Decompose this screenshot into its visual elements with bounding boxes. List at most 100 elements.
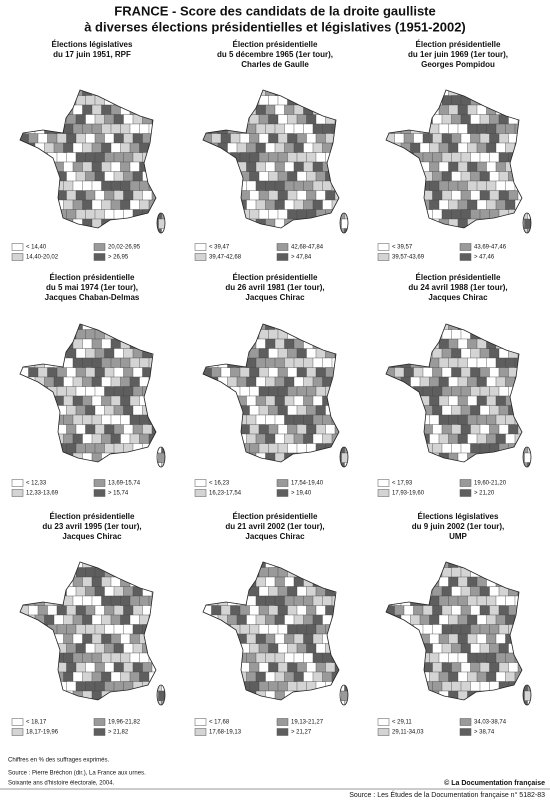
department bbox=[268, 348, 279, 359]
department bbox=[104, 133, 115, 144]
department bbox=[120, 161, 131, 172]
map-title: Charles de Gaulle bbox=[241, 60, 309, 69]
department bbox=[448, 614, 459, 625]
department bbox=[113, 681, 124, 692]
department bbox=[489, 586, 500, 597]
department bbox=[441, 643, 452, 654]
department bbox=[448, 576, 459, 587]
department bbox=[429, 161, 440, 172]
department bbox=[258, 171, 269, 182]
legend-label: > 21,27 bbox=[291, 730, 312, 736]
department bbox=[268, 567, 279, 578]
department bbox=[403, 367, 414, 378]
department bbox=[441, 605, 452, 616]
department bbox=[120, 199, 131, 210]
legend-label: < 14,40 bbox=[26, 245, 47, 251]
department bbox=[498, 662, 509, 673]
department bbox=[268, 329, 279, 340]
department bbox=[479, 443, 490, 454]
department bbox=[265, 414, 276, 425]
department bbox=[448, 395, 459, 406]
department bbox=[476, 614, 487, 625]
department bbox=[432, 209, 443, 220]
department bbox=[432, 443, 443, 454]
department bbox=[265, 576, 276, 587]
department bbox=[255, 671, 266, 682]
department bbox=[53, 142, 64, 153]
department bbox=[325, 662, 336, 673]
department bbox=[287, 681, 298, 692]
map-title: Jacques Chirac bbox=[245, 293, 305, 302]
department bbox=[85, 348, 96, 359]
department bbox=[132, 171, 143, 182]
department bbox=[315, 405, 326, 416]
department bbox=[113, 209, 124, 220]
department bbox=[82, 671, 93, 682]
department bbox=[113, 114, 124, 125]
department bbox=[91, 576, 102, 587]
department bbox=[441, 681, 452, 692]
department bbox=[258, 586, 269, 597]
department bbox=[132, 386, 143, 397]
department bbox=[274, 614, 285, 625]
department bbox=[113, 367, 124, 378]
department bbox=[438, 614, 449, 625]
department bbox=[53, 614, 64, 625]
department bbox=[451, 114, 462, 125]
department bbox=[72, 161, 83, 172]
department bbox=[66, 133, 77, 144]
legend-label: < 12,33 bbox=[26, 481, 47, 487]
department bbox=[441, 662, 452, 673]
department bbox=[255, 357, 266, 368]
department bbox=[47, 605, 58, 616]
department bbox=[296, 624, 307, 635]
department bbox=[104, 114, 115, 125]
department bbox=[75, 386, 86, 397]
department bbox=[66, 643, 77, 654]
department bbox=[322, 671, 333, 682]
department bbox=[249, 386, 260, 397]
department bbox=[75, 209, 86, 220]
department bbox=[104, 190, 115, 201]
legend-swatch bbox=[11, 479, 24, 487]
department bbox=[476, 414, 487, 425]
department bbox=[249, 424, 260, 435]
department bbox=[129, 671, 140, 682]
department bbox=[467, 576, 478, 587]
department bbox=[63, 652, 74, 663]
department bbox=[139, 123, 150, 134]
department bbox=[470, 662, 481, 673]
department bbox=[113, 190, 124, 201]
department bbox=[230, 605, 241, 616]
department bbox=[489, 190, 500, 201]
department bbox=[85, 681, 96, 692]
department bbox=[422, 605, 433, 616]
department bbox=[274, 414, 285, 425]
department bbox=[498, 386, 509, 397]
department bbox=[139, 595, 150, 606]
department bbox=[110, 199, 121, 210]
department bbox=[451, 133, 462, 144]
department bbox=[85, 405, 96, 416]
department bbox=[72, 395, 83, 406]
map-title: Georges Pompidou bbox=[421, 60, 495, 69]
department bbox=[63, 161, 74, 172]
department bbox=[287, 209, 298, 220]
department bbox=[306, 171, 317, 182]
department bbox=[296, 424, 307, 435]
department bbox=[129, 180, 140, 191]
department bbox=[66, 386, 77, 397]
department bbox=[460, 681, 471, 692]
department bbox=[479, 348, 490, 359]
department bbox=[211, 367, 222, 378]
department bbox=[303, 414, 314, 425]
department bbox=[284, 123, 295, 134]
department bbox=[246, 123, 257, 134]
department bbox=[110, 652, 121, 663]
department bbox=[306, 605, 317, 616]
department bbox=[274, 595, 285, 606]
department bbox=[489, 605, 500, 616]
department bbox=[296, 367, 307, 378]
department bbox=[255, 338, 266, 349]
department bbox=[255, 652, 266, 663]
